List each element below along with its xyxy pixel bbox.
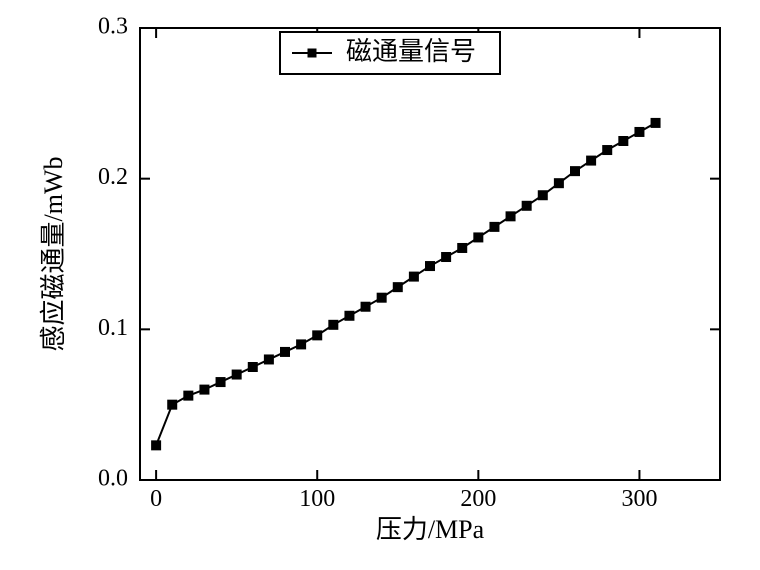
legend-label: 磁通量信号 — [346, 37, 476, 66]
series-marker — [458, 243, 467, 252]
series-marker — [297, 340, 306, 349]
series-marker — [361, 302, 370, 311]
series-marker — [538, 191, 547, 200]
series-marker — [522, 201, 531, 210]
series-marker — [168, 400, 177, 409]
ytick-label: 0.1 — [98, 315, 128, 341]
series-marker — [635, 127, 644, 136]
series-marker — [651, 118, 660, 127]
series-marker — [587, 156, 596, 165]
flux-vs-pressure-chart: 0 100 200 300 0.0 0.1 0.2 0.3 压力/MPa 感应磁通量/mWb 磁通量… — [0, 0, 760, 570]
series-marker — [506, 212, 515, 221]
series-marker — [281, 347, 290, 356]
series-marker — [184, 391, 193, 400]
series-marker — [248, 363, 257, 372]
series-marker — [200, 385, 209, 394]
series-marker — [426, 262, 435, 271]
series-marker — [216, 378, 225, 387]
series-marker — [442, 253, 451, 262]
series-marker — [232, 370, 241, 379]
series-marker — [554, 179, 563, 188]
series-marker — [264, 355, 273, 364]
ytick-label: 0.3 — [98, 14, 128, 40]
x-axis-label: 压力/MPa — [376, 515, 485, 544]
series-marker — [377, 293, 386, 302]
series-marker — [345, 311, 354, 320]
series-marker — [603, 146, 612, 155]
legend-marker — [308, 49, 317, 58]
series-marker — [474, 233, 483, 242]
ytick-label: 0.2 — [98, 164, 128, 190]
xtick-label: 100 — [299, 486, 335, 512]
series-marker — [490, 222, 499, 231]
y-axis-label: 感应磁通量/mWb — [39, 157, 68, 352]
ytick-label: 0.0 — [98, 466, 128, 492]
xtick-label: 0 — [150, 486, 162, 512]
series-marker — [329, 320, 338, 329]
xtick-label: 300 — [621, 486, 657, 512]
series-marker — [313, 331, 322, 340]
chart-svg: 0 100 200 300 0.0 0.1 0.2 0.3 压力/MPa 感应磁通量/mWb 磁通量… — [0, 0, 760, 570]
series-marker — [393, 283, 402, 292]
series-marker — [571, 167, 580, 176]
series-marker — [152, 441, 161, 450]
series-marker — [619, 137, 628, 146]
series-marker — [409, 272, 418, 281]
xtick-label: 200 — [460, 486, 496, 512]
